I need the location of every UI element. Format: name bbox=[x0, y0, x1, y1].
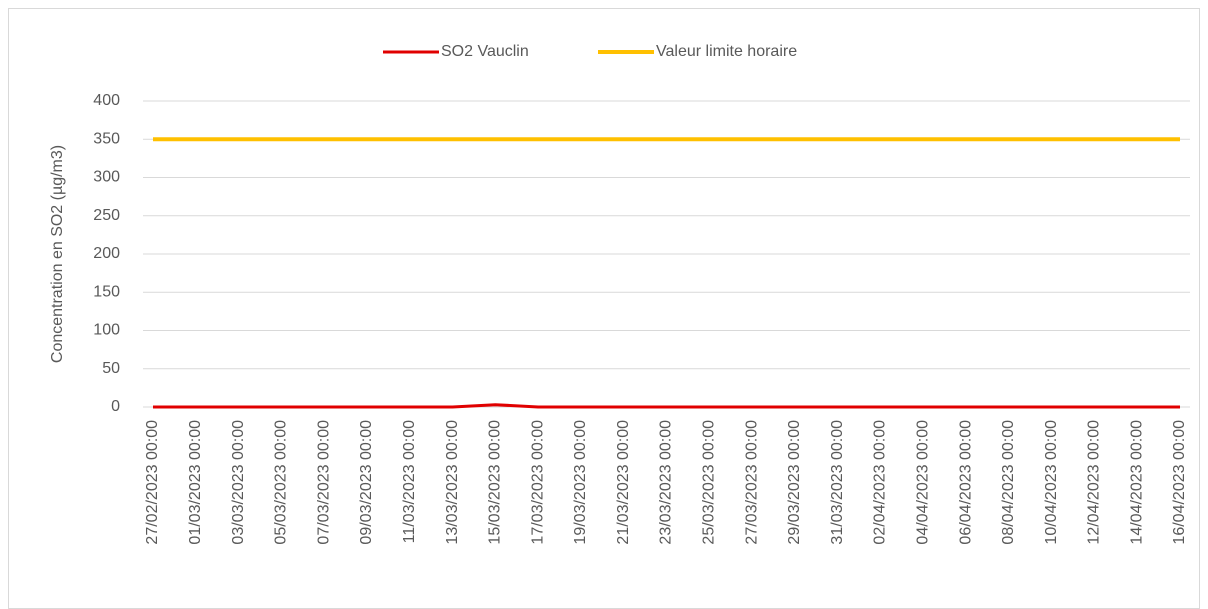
x-tick-label: 27/03/2023 00:00 bbox=[743, 420, 760, 545]
x-tick-label: 10/04/2023 00:00 bbox=[1043, 420, 1060, 545]
x-tick-label: 31/03/2023 00:00 bbox=[829, 420, 846, 545]
x-tick-label: 23/03/2023 00:00 bbox=[658, 420, 675, 545]
y-tick-label: 350 bbox=[93, 130, 120, 147]
x-tick-label: 04/04/2023 00:00 bbox=[914, 420, 931, 545]
x-tick-label: 21/03/2023 00:00 bbox=[615, 420, 632, 545]
x-tick-label: 02/04/2023 00:00 bbox=[872, 420, 889, 545]
x-tick-label: 16/04/2023 00:00 bbox=[1171, 420, 1188, 545]
x-tick-label: 09/03/2023 00:00 bbox=[358, 420, 375, 545]
series-line bbox=[153, 403, 1180, 409]
x-tick-label: 05/03/2023 00:00 bbox=[273, 420, 290, 545]
chart-border bbox=[8, 8, 1200, 609]
legend-label: Valeur limite horaire bbox=[656, 43, 797, 60]
y-tick-label: 100 bbox=[93, 322, 120, 339]
x-tick-label: 12/04/2023 00:00 bbox=[1086, 420, 1103, 545]
x-tick-label: 13/03/2023 00:00 bbox=[444, 420, 461, 545]
x-tick-label: 17/03/2023 00:00 bbox=[529, 420, 546, 545]
x-tick-label: 29/03/2023 00:00 bbox=[786, 420, 803, 545]
y-tick-label: 250 bbox=[93, 207, 120, 224]
legend-label: SO2 Vauclin bbox=[441, 43, 529, 60]
y-tick-label: 400 bbox=[93, 92, 120, 109]
x-tick-label: 11/03/2023 00:00 bbox=[401, 420, 418, 543]
x-tick-label: 14/04/2023 00:00 bbox=[1128, 420, 1145, 545]
y-axis-label: Concentration en SO2 (µg/m3) bbox=[49, 145, 66, 363]
y-tick-label: 0 bbox=[111, 398, 120, 415]
x-tick-label: 25/03/2023 00:00 bbox=[701, 420, 718, 545]
x-tick-label: 03/03/2023 00:00 bbox=[230, 420, 247, 545]
x-tick-label: 27/02/2023 00:00 bbox=[144, 420, 161, 545]
x-tick-label: 08/04/2023 00:00 bbox=[1000, 420, 1017, 545]
x-tick-label: 06/04/2023 00:00 bbox=[957, 420, 974, 545]
x-tick-label: 01/03/2023 00:00 bbox=[187, 420, 204, 545]
y-tick-label: 50 bbox=[102, 360, 120, 377]
x-tick-label: 07/03/2023 00:00 bbox=[315, 420, 332, 545]
y-tick-label: 200 bbox=[93, 245, 120, 262]
x-tick-label: 15/03/2023 00:00 bbox=[487, 420, 504, 545]
x-tick-label: 19/03/2023 00:00 bbox=[572, 420, 589, 545]
y-tick-label: 300 bbox=[93, 169, 120, 186]
y-tick-label: 150 bbox=[93, 283, 120, 300]
